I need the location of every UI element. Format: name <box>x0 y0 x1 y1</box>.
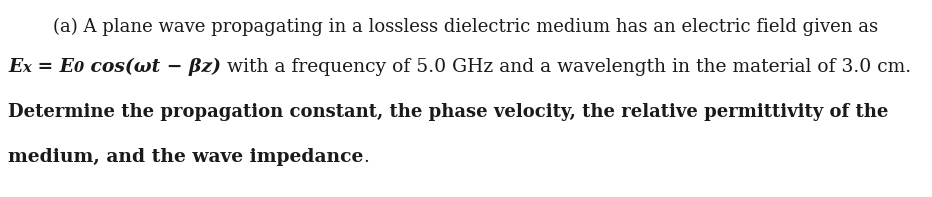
Text: E: E <box>8 58 22 76</box>
Text: medium, and the wave impedance: medium, and the wave impedance <box>8 148 363 166</box>
Text: Determine the propagation constant, the phase velocity, the relative permittivit: Determine the propagation constant, the … <box>8 103 888 121</box>
Text: cos(ωt − βz): cos(ωt − βz) <box>84 58 221 76</box>
Text: 0: 0 <box>74 61 84 75</box>
Text: x: x <box>22 61 31 75</box>
Text: (a) A plane wave propagating in a lossless dielectric medium has an electric fie: (a) A plane wave propagating in a lossle… <box>53 18 879 36</box>
Text: = E: = E <box>31 58 74 76</box>
Text: with a frequency of 5.0 GHz and a wavelength in the material of 3.0 cm.: with a frequency of 5.0 GHz and a wavele… <box>221 58 911 76</box>
Text: .: . <box>363 148 369 166</box>
